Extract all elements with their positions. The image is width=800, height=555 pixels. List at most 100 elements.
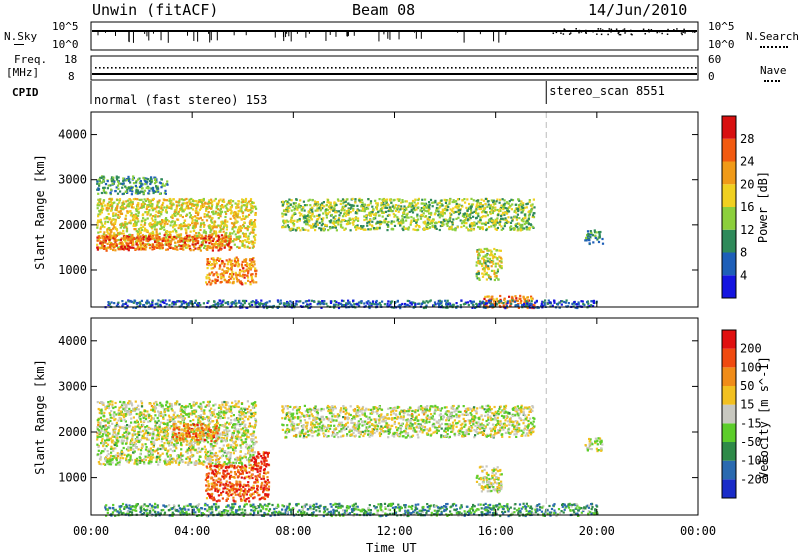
- range-gate-cell: [121, 208, 123, 210]
- range-gate-cell: [248, 201, 250, 203]
- range-gate-cell: [468, 203, 470, 205]
- range-gate-cell: [132, 240, 134, 242]
- range-gate-cell: [123, 193, 125, 195]
- range-gate-cell: [356, 205, 358, 207]
- range-gate-cell: [165, 249, 167, 251]
- range-gate-cell: [410, 222, 412, 224]
- range-gate-cell: [290, 204, 292, 206]
- range-gate-cell: [470, 223, 472, 225]
- range-gate-cell: [147, 240, 149, 242]
- range-gate-cell: [221, 404, 223, 406]
- range-gate-cell: [220, 244, 222, 246]
- range-gate-cell: [239, 281, 241, 283]
- range-gate-cell: [338, 302, 340, 304]
- range-gate-cell: [376, 205, 378, 207]
- range-gate-cell: [230, 453, 232, 455]
- range-gate-cell: [402, 218, 404, 220]
- nsearch-point: [648, 31, 650, 33]
- range-gate-cell: [517, 210, 519, 212]
- range-gate-cell: [391, 220, 393, 222]
- range-gate-cell: [258, 303, 260, 305]
- range-gate-cell: [336, 229, 338, 231]
- range-gate-cell: [245, 215, 247, 217]
- range-gate-cell: [240, 206, 242, 208]
- range-gate-cell: [434, 201, 436, 203]
- range-gate-cell: [254, 237, 256, 239]
- freq-point: [499, 67, 501, 69]
- freq-point: [159, 67, 161, 69]
- range-gate-cell: [377, 211, 379, 213]
- freq-point: [575, 67, 577, 69]
- range-gate-cell: [125, 207, 127, 209]
- range-gate-cell: [128, 187, 130, 189]
- range-gate-cell: [489, 249, 491, 251]
- range-gate-cell: [389, 206, 391, 208]
- range-gate-cell: [120, 242, 122, 244]
- range-gate-cell: [594, 235, 596, 237]
- range-gate-cell: [525, 304, 527, 306]
- range-gate-cell: [481, 265, 483, 267]
- range-gate-cell: [371, 303, 373, 305]
- freq-point: [387, 67, 389, 69]
- range-gate-cell: [424, 222, 426, 224]
- range-gate-cell: [211, 222, 213, 224]
- range-gate-cell: [159, 233, 161, 235]
- range-gate-cell: [370, 200, 372, 202]
- range-gate-cell: [409, 302, 411, 304]
- range-gate-cell: [532, 226, 534, 228]
- range-gate-cell: [520, 228, 522, 230]
- range-gate-cell: [233, 217, 235, 219]
- range-gate-cell: [322, 212, 324, 214]
- range-gate-cell: [201, 219, 203, 221]
- range-gate-cell: [197, 304, 199, 306]
- range-gate-cell: [351, 304, 353, 306]
- range-gate-cell: [390, 209, 392, 211]
- range-gate-cell: [495, 263, 497, 265]
- range-gate-cell: [401, 215, 403, 217]
- range-gate-cell: [140, 248, 142, 250]
- range-gate-cell: [467, 301, 469, 303]
- range-gate-cell: [446, 209, 448, 211]
- range-gate-cell: [386, 199, 388, 201]
- range-gate-cell: [156, 244, 158, 246]
- freq-point: [343, 67, 345, 69]
- range-gate-cell: [135, 208, 137, 210]
- range-gate-cell: [403, 205, 405, 207]
- range-gate-cell: [342, 198, 344, 200]
- range-gate-cell: [478, 272, 480, 274]
- range-gate-cell: [159, 448, 161, 450]
- range-gate-cell: [223, 265, 225, 267]
- range-gate-cell: [289, 300, 291, 302]
- range-gate-cell: [335, 222, 337, 224]
- range-gate-cell: [107, 237, 109, 239]
- range-gate-cell: [500, 257, 502, 259]
- range-gate-cell: [510, 225, 512, 227]
- range-gate-cell: [113, 232, 115, 234]
- range-gate-cell: [222, 222, 224, 224]
- range-gate-cell: [124, 186, 126, 188]
- range-gate-cell: [430, 299, 432, 301]
- range-gate-cell: [489, 276, 491, 278]
- range-gate-cell: [247, 238, 249, 240]
- range-gate-cell: [400, 222, 402, 224]
- range-gate-cell: [332, 222, 334, 224]
- range-gate-cell: [501, 267, 503, 269]
- range-gate-cell: [457, 217, 459, 219]
- range-gate-cell: [461, 222, 463, 224]
- range-gate-cell: [455, 200, 457, 202]
- nsearch-point: [676, 28, 678, 30]
- range-gate-cell: [158, 238, 160, 240]
- nsearch-point: [556, 30, 558, 32]
- range-gate-cell: [229, 249, 231, 251]
- range-gate-cell: [449, 218, 451, 220]
- range-gate-cell: [102, 202, 104, 204]
- range-gate-cell: [495, 265, 497, 267]
- range-gate-cell: [482, 210, 484, 212]
- range-gate-cell: [311, 211, 313, 213]
- range-gate-cell: [503, 299, 505, 301]
- range-gate-cell: [104, 241, 106, 243]
- range-gate-cell: [486, 278, 488, 280]
- range-gate-cell: [504, 301, 506, 303]
- range-gate-cell: [174, 211, 176, 213]
- range-gate-cell: [215, 225, 217, 227]
